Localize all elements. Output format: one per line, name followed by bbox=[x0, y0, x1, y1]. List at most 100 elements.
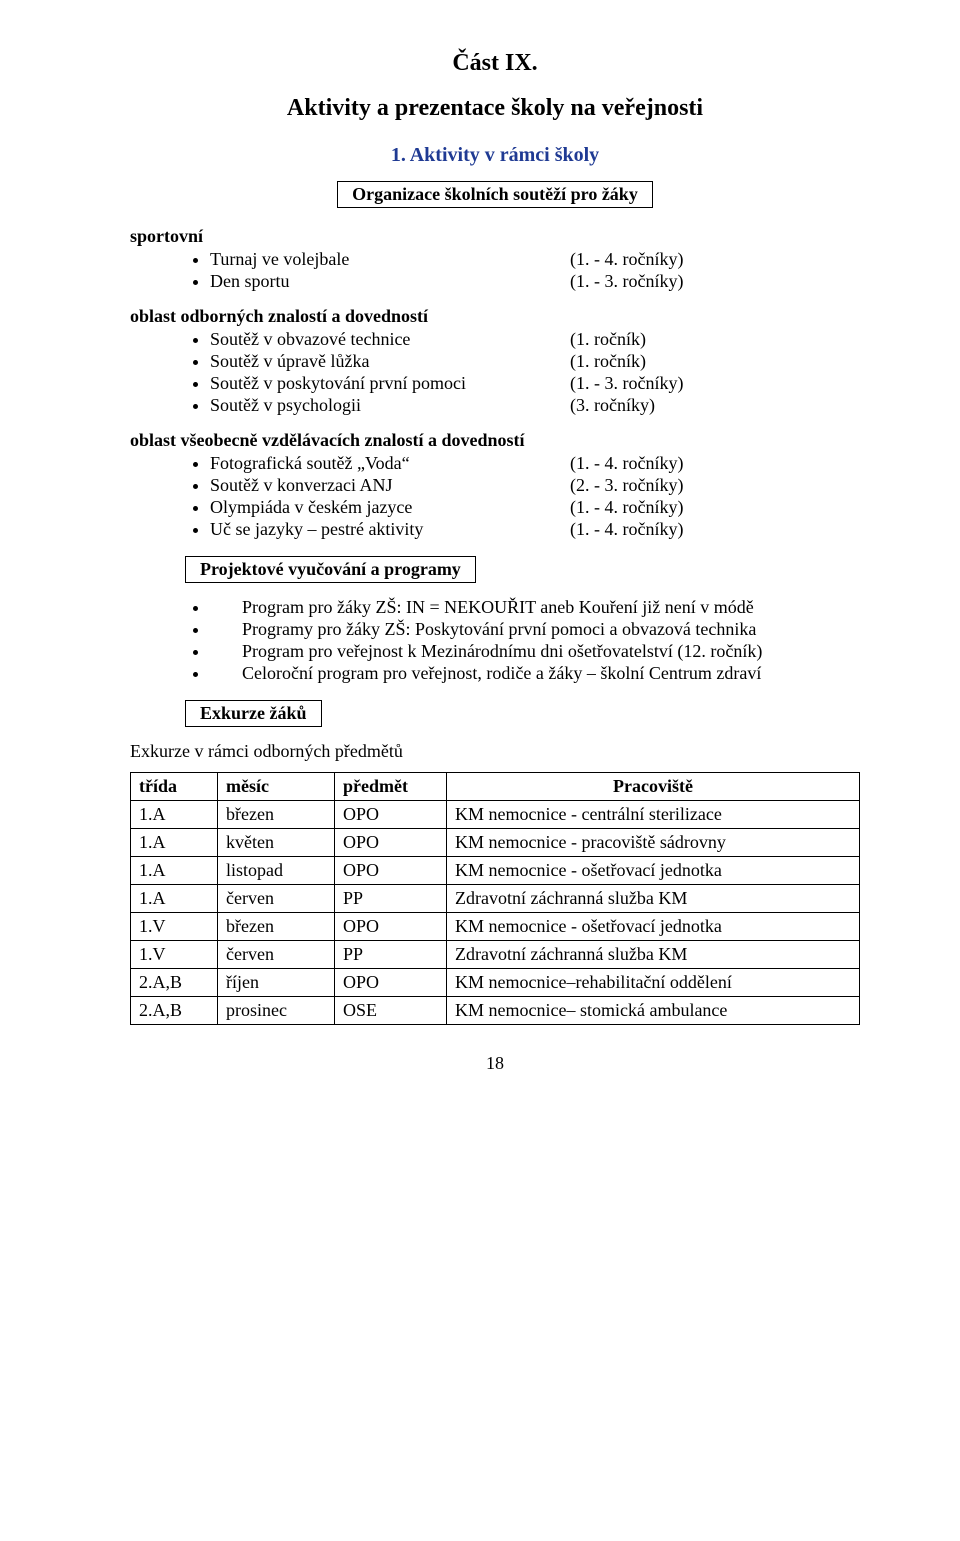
item-note: (1. ročník) bbox=[570, 329, 860, 350]
item-label: Soutěž v úpravě lůžka bbox=[210, 351, 570, 372]
cell-predmet: OPO bbox=[335, 801, 447, 829]
list-item: Turnaj ve volejbale(1. - 4. ročníky) bbox=[210, 249, 860, 270]
cell-trida: 1.A bbox=[131, 885, 218, 913]
boxed-heading-container: Organizace školních soutěží pro žáky bbox=[130, 181, 860, 208]
table-row: 1.VčervenPPZdravotní záchranná služba KM bbox=[131, 941, 860, 969]
odbor-list: Soutěž v obvazové technice(1. ročník) So… bbox=[130, 329, 860, 416]
box-exkurze: Exkurze žáků bbox=[185, 700, 322, 727]
list-item: Soutěž v psychologii(3. ročníky) bbox=[210, 395, 860, 416]
list-item: Programy pro žáky ZŠ: Poskytování první … bbox=[210, 619, 860, 640]
excursion-label: Exkurze v rámci odborných předmětů bbox=[130, 741, 860, 762]
item-note: (1. - 3. ročníky) bbox=[570, 271, 860, 292]
cell-predmet: OPO bbox=[335, 829, 447, 857]
table-row: 1.VbřezenOPOKM nemocnice - ošetřovací je… bbox=[131, 913, 860, 941]
box-projektove: Projektové vyučování a programy bbox=[185, 556, 476, 583]
list-item: Den sportu(1. - 3. ročníky) bbox=[210, 271, 860, 292]
col-header-predmet: předmět bbox=[335, 773, 447, 801]
cell-mesic: březen bbox=[218, 913, 335, 941]
cell-trida: 2.A,B bbox=[131, 969, 218, 997]
title-main: Část IX. bbox=[130, 50, 860, 77]
item-note: (1. - 4. ročníky) bbox=[570, 519, 860, 540]
section-label-vseob: oblast všeobecně vzdělávacích znalostí a… bbox=[130, 430, 860, 451]
item-note: (1. ročník) bbox=[570, 351, 860, 372]
cell-pracoviste: Zdravotní záchranná služba KM bbox=[447, 941, 860, 969]
table-row: 1.AbřezenOPOKM nemocnice - centrální ste… bbox=[131, 801, 860, 829]
vseob-list: Fotografická soutěž „Voda“(1. - 4. roční… bbox=[130, 453, 860, 540]
document-page: Část IX. Aktivity a prezentace školy na … bbox=[0, 0, 960, 1541]
item-label: Soutěž v poskytování první pomoci bbox=[210, 373, 570, 394]
list-item: Program pro veřejnost k Mezinárodnímu dn… bbox=[210, 641, 860, 662]
table-row: 2.A,BprosinecOSEKM nemocnice– stomická a… bbox=[131, 997, 860, 1025]
list-item: Program pro žáky ZŠ: IN = NEKOUŘIT aneb … bbox=[210, 597, 860, 618]
item-note: (1. - 4. ročníky) bbox=[570, 249, 860, 270]
item-note: (1. - 4. ročníky) bbox=[570, 497, 860, 518]
cell-mesic: květen bbox=[218, 829, 335, 857]
item-label: Den sportu bbox=[210, 271, 570, 292]
sport-list: Turnaj ve volejbale(1. - 4. ročníky) Den… bbox=[130, 249, 860, 292]
list-item: Olympiáda v českém jazyce(1. - 4. ročník… bbox=[210, 497, 860, 518]
item-label: Fotografická soutěž „Voda“ bbox=[210, 453, 570, 474]
section-label-sport: sportovní bbox=[130, 226, 860, 247]
cell-trida: 1.A bbox=[131, 801, 218, 829]
list-item: Uč se jazyky – pestré aktivity(1. - 4. r… bbox=[210, 519, 860, 540]
list-item: Fotografická soutěž „Voda“(1. - 4. roční… bbox=[210, 453, 860, 474]
table-row: 1.AčervenPPZdravotní záchranná služba KM bbox=[131, 885, 860, 913]
table-row: 2.A,BříjenOPOKM nemocnice–rehabilitační … bbox=[131, 969, 860, 997]
cell-trida: 1.V bbox=[131, 913, 218, 941]
excursion-table: třída měsíc předmět Pracoviště 1.Abřezen… bbox=[130, 772, 860, 1025]
cell-mesic: říjen bbox=[218, 969, 335, 997]
item-label: Soutěž v konverzaci ANJ bbox=[210, 475, 570, 496]
item-label: Uč se jazyky – pestré aktivity bbox=[210, 519, 570, 540]
item-label: Soutěž v psychologii bbox=[210, 395, 570, 416]
list-item: Celoroční program pro veřejnost, rodiče … bbox=[210, 663, 860, 684]
item-note: (1. - 4. ročníky) bbox=[570, 453, 860, 474]
cell-pracoviste: KM nemocnice–rehabilitační oddělení bbox=[447, 969, 860, 997]
cell-predmet: OPO bbox=[335, 857, 447, 885]
cell-pracoviste: KM nemocnice - pracoviště sádrovny bbox=[447, 829, 860, 857]
cell-pracoviste: KM nemocnice - ošetřovací jednotka bbox=[447, 857, 860, 885]
table-body: 1.AbřezenOPOKM nemocnice - centrální ste… bbox=[131, 801, 860, 1025]
cell-predmet: PP bbox=[335, 941, 447, 969]
boxed-heading-container: Projektové vyučování a programy bbox=[185, 556, 860, 583]
col-header-pracoviste: Pracoviště bbox=[447, 773, 860, 801]
numbered-heading: 1. Aktivity v rámci školy bbox=[130, 144, 860, 167]
cell-pracoviste: KM nemocnice - ošetřovací jednotka bbox=[447, 913, 860, 941]
cell-predmet: OSE bbox=[335, 997, 447, 1025]
cell-trida: 1.V bbox=[131, 941, 218, 969]
cell-pracoviste: KM nemocnice– stomická ambulance bbox=[447, 997, 860, 1025]
cell-predmet: PP bbox=[335, 885, 447, 913]
item-label: Olympiáda v českém jazyce bbox=[210, 497, 570, 518]
cell-predmet: OPO bbox=[335, 913, 447, 941]
cell-mesic: prosinec bbox=[218, 997, 335, 1025]
table-row: 1.AlistopadOPOKM nemocnice - ošetřovací … bbox=[131, 857, 860, 885]
list-item: Soutěž v úpravě lůžka(1. ročník) bbox=[210, 351, 860, 372]
page-number: 18 bbox=[130, 1053, 860, 1074]
item-label: Turnaj ve volejbale bbox=[210, 249, 570, 270]
cell-trida: 1.A bbox=[131, 857, 218, 885]
col-header-trida: třída bbox=[131, 773, 218, 801]
subtitle: Aktivity a prezentace školy na veřejnost… bbox=[130, 95, 860, 122]
item-note: (3. ročníky) bbox=[570, 395, 860, 416]
cell-predmet: OPO bbox=[335, 969, 447, 997]
table-row: 1.AkvětenOPOKM nemocnice - pracoviště sá… bbox=[131, 829, 860, 857]
list-item: Soutěž v poskytování první pomoci(1. - 3… bbox=[210, 373, 860, 394]
item-note: (2. - 3. ročníky) bbox=[570, 475, 860, 496]
cell-mesic: březen bbox=[218, 801, 335, 829]
table-header-row: třída měsíc předmět Pracoviště bbox=[131, 773, 860, 801]
cell-trida: 1.A bbox=[131, 829, 218, 857]
cell-mesic: červen bbox=[218, 941, 335, 969]
cell-pracoviste: Zdravotní záchranná služba KM bbox=[447, 885, 860, 913]
cell-mesic: červen bbox=[218, 885, 335, 913]
cell-trida: 2.A,B bbox=[131, 997, 218, 1025]
item-note: (1. - 3. ročníky) bbox=[570, 373, 860, 394]
cell-pracoviste: KM nemocnice - centrální sterilizace bbox=[447, 801, 860, 829]
item-label: Soutěž v obvazové technice bbox=[210, 329, 570, 350]
list-item: Soutěž v konverzaci ANJ(2. - 3. ročníky) bbox=[210, 475, 860, 496]
cell-mesic: listopad bbox=[218, 857, 335, 885]
projekt-list: Program pro žáky ZŠ: IN = NEKOUŘIT aneb … bbox=[130, 597, 860, 684]
box-organizace: Organizace školních soutěží pro žáky bbox=[337, 181, 653, 208]
boxed-heading-container: Exkurze žáků bbox=[185, 700, 860, 727]
list-item: Soutěž v obvazové technice(1. ročník) bbox=[210, 329, 860, 350]
section-label-odbor: oblast odborných znalostí a dovedností bbox=[130, 306, 860, 327]
col-header-mesic: měsíc bbox=[218, 773, 335, 801]
